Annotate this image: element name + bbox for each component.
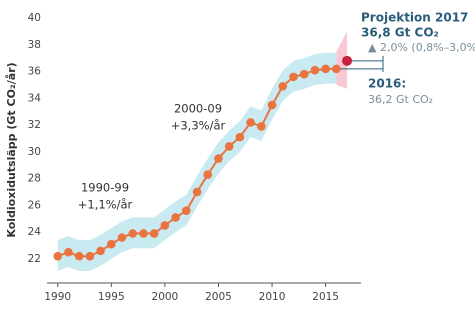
y-tick-label: 28 [28, 173, 41, 185]
data-point [74, 251, 84, 261]
projection-point [342, 55, 353, 66]
y-tick-label: 36 [28, 66, 42, 78]
projection-band [336, 31, 348, 89]
y-tick-label: 24 [28, 226, 42, 238]
data-point [149, 229, 159, 238]
data-point [203, 170, 213, 179]
note-period: 1990-99 [81, 181, 129, 195]
data-point [85, 251, 95, 261]
data-point [246, 118, 255, 127]
x-tick-label: 2005 [205, 291, 232, 303]
y-tick-label: 30 [28, 146, 41, 158]
data-line [57, 67, 337, 258]
x-tick-label: 2010 [259, 291, 286, 303]
data-point [96, 246, 105, 256]
y-tick-label: 26 [28, 199, 42, 211]
y-tick-label: 40 [28, 12, 41, 24]
y-tick-label: 22 [28, 253, 41, 265]
data-point [117, 233, 127, 242]
y-axis-label: Koldioxidutsläpp (Gt CO₂/år) [5, 62, 18, 237]
data-point [267, 100, 277, 110]
data-point [278, 81, 288, 91]
x-tick-label: 1990 [44, 291, 71, 303]
last-label: 2016: [368, 77, 406, 91]
projection-value: 36,8 Gt CO₂ [361, 26, 439, 40]
data-point [235, 132, 245, 142]
data-point [192, 187, 202, 197]
data-point [160, 221, 170, 230]
data-point [257, 122, 266, 131]
data-point [64, 247, 73, 257]
data-point [128, 229, 138, 238]
uncertainty-band [57, 52, 337, 271]
data-point [139, 229, 148, 238]
data-point [214, 154, 223, 163]
last-value: 36,2 Gt CO₂ [368, 93, 433, 106]
note-rate: +3,3%/år [171, 119, 226, 133]
projection-title: Projektion 2017 [361, 11, 468, 25]
y-tick-label: 34 [28, 92, 42, 104]
data-point [171, 213, 180, 222]
data-point [310, 65, 320, 75]
note-period: 2000-09 [174, 102, 222, 116]
data-point [289, 72, 298, 82]
x-tick-label: 2015 [312, 291, 339, 303]
data-point [332, 64, 341, 74]
y-tick-label: 32 [28, 119, 41, 131]
data-point [182, 206, 191, 216]
x-tick-label: 2000 [152, 291, 179, 303]
y-tick-label: 38 [28, 39, 41, 51]
data-point [53, 251, 63, 261]
data-point [321, 64, 330, 74]
data-point [299, 69, 309, 79]
x-tick-label: 1995 [98, 291, 125, 303]
note-rate: +1,1%/år [78, 198, 133, 212]
data-point [107, 239, 116, 249]
projection-change: ▲ 2,0% (0,8%–3,0%) [368, 41, 475, 54]
data-point [224, 142, 234, 151]
